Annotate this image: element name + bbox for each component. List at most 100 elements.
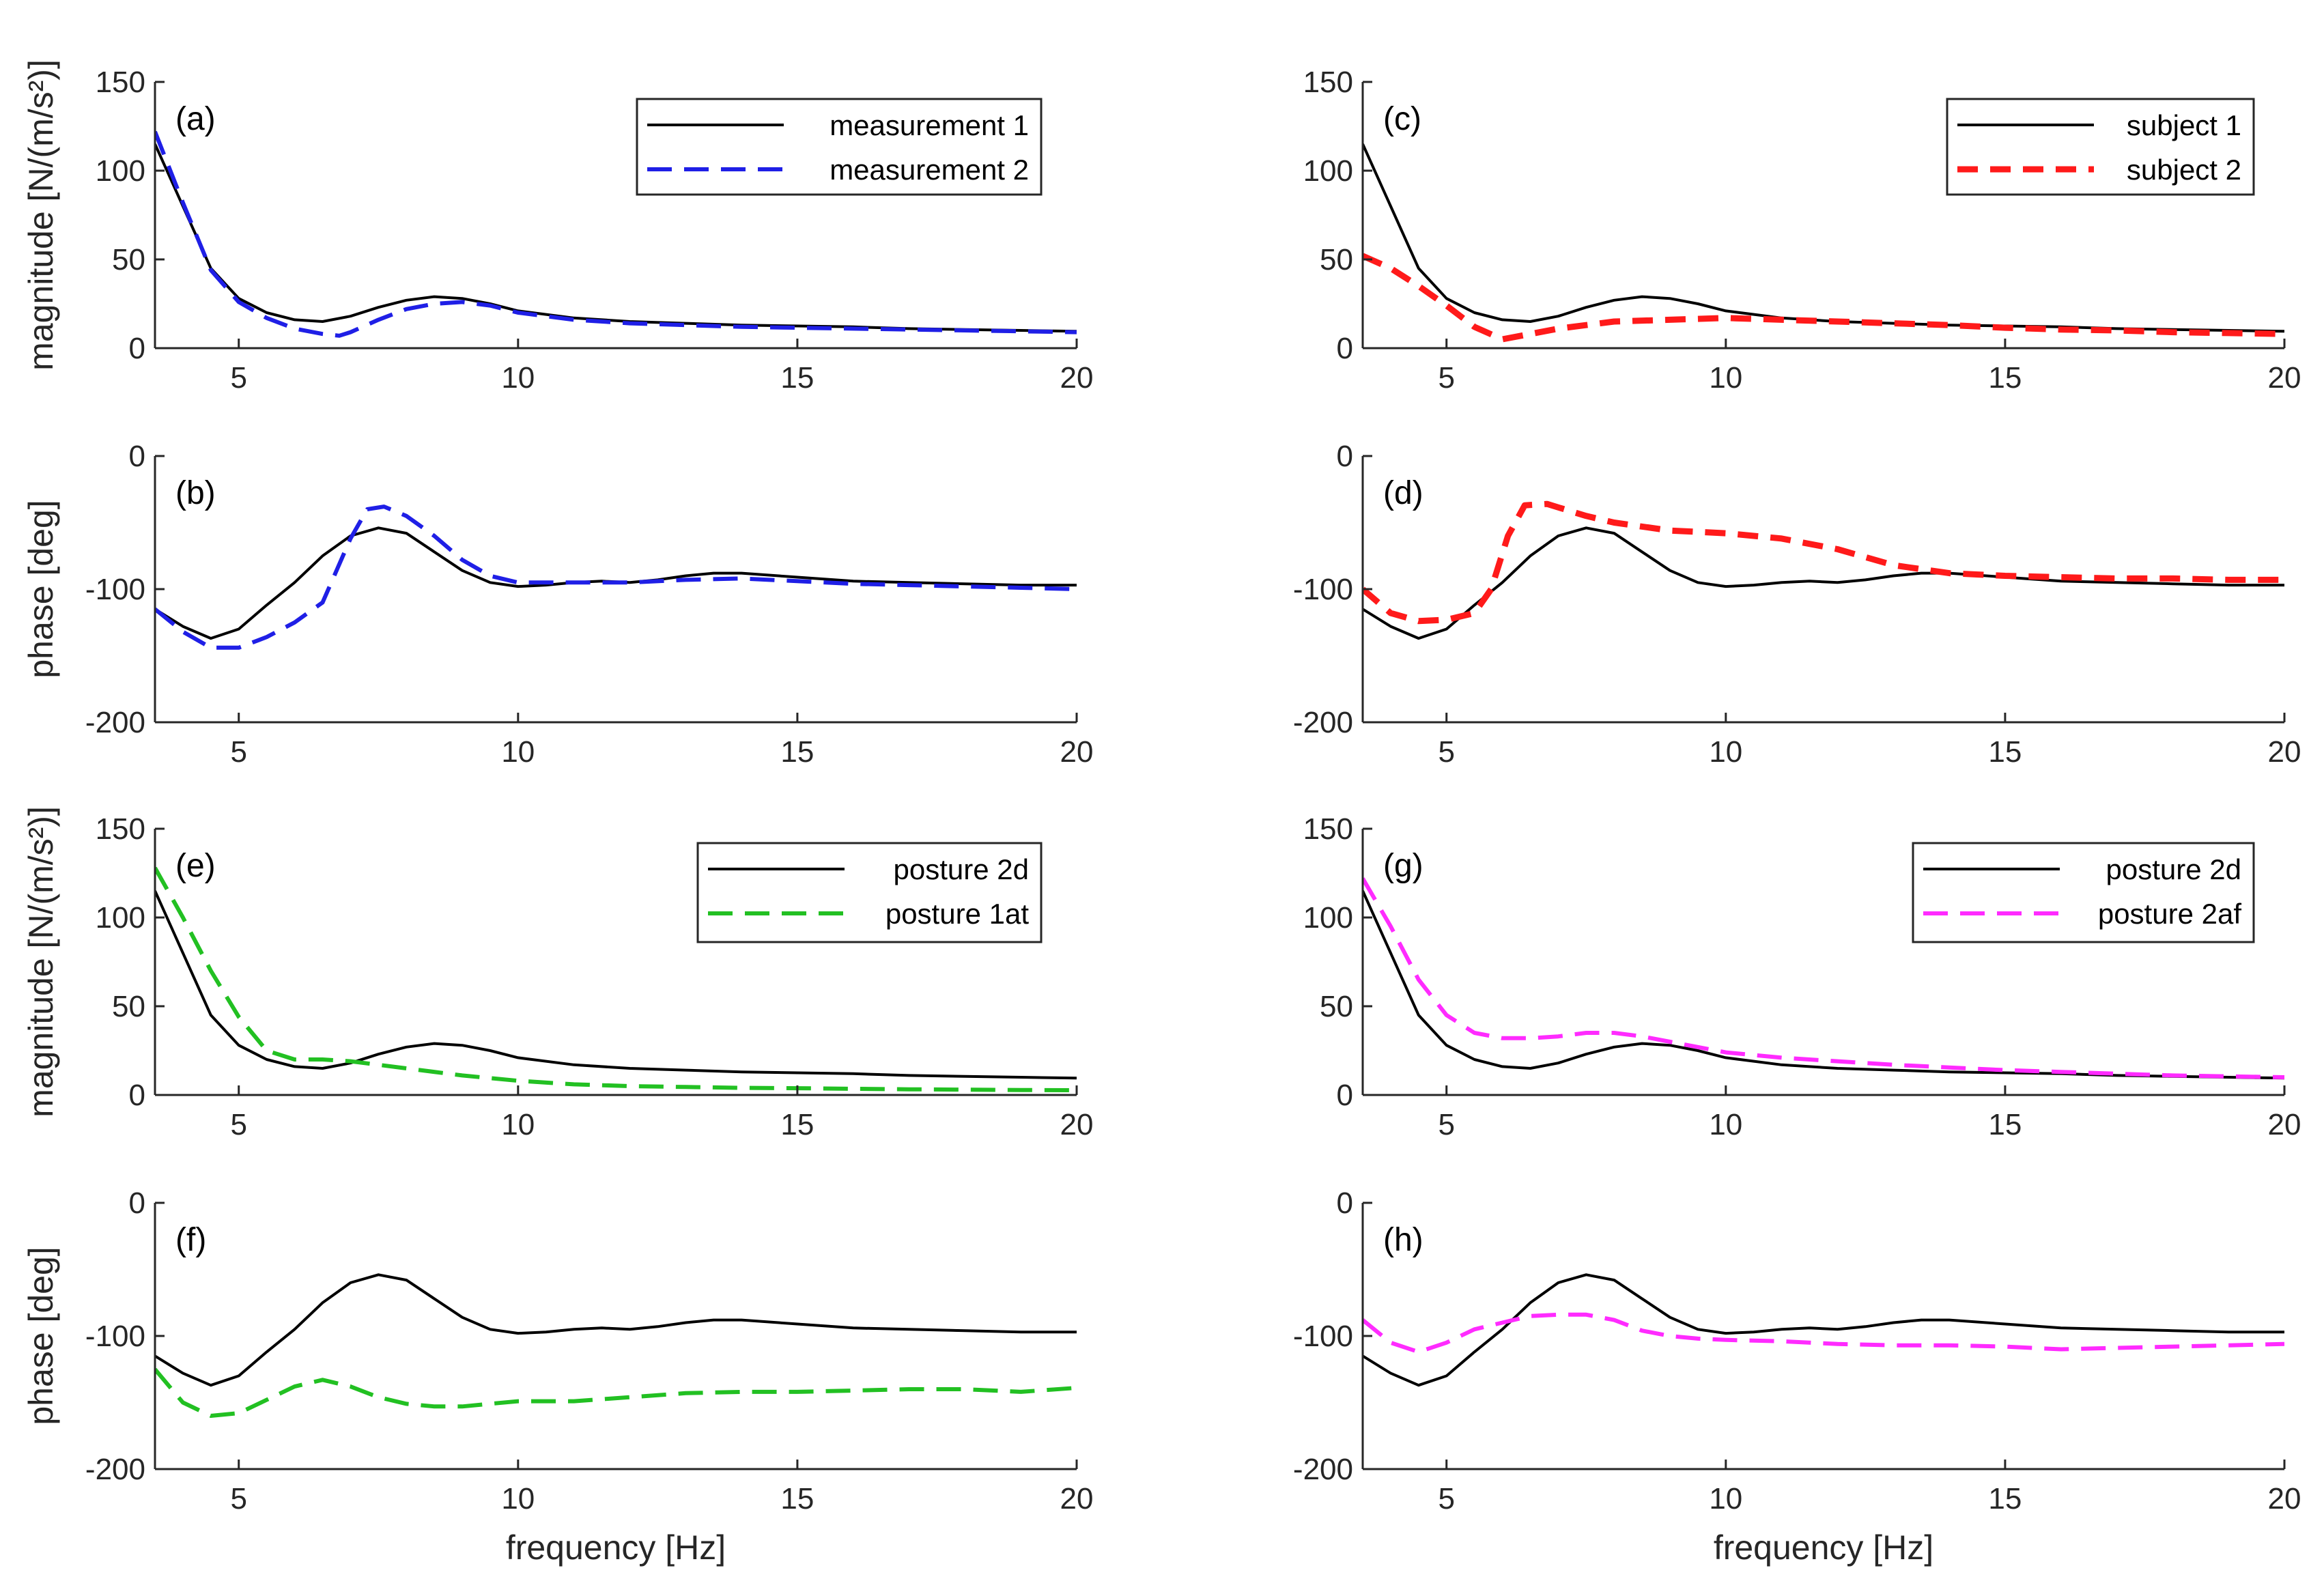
legend-entry: posture 2d <box>894 853 1029 885</box>
x-tick-label: 20 <box>2268 1108 2301 1141</box>
series-line-posture-2d <box>1363 1273 2284 1387</box>
y-tick-label: 100 <box>96 154 145 188</box>
panel-f: 5 10 15 20 -200 -100 0 (f) phase [deg] frequency … <box>22 1186 1093 1567</box>
x-axis-label: frequency [Hz] <box>1714 1528 1933 1567</box>
x-tick-label: 20 <box>1060 735 1094 769</box>
y-tick-label: 0 <box>129 1079 145 1112</box>
x-tick-label: 5 <box>1438 735 1454 769</box>
legend: posture 2d posture 1at <box>696 842 1043 943</box>
y-axis-label: magnitude [N/(m/s²)] <box>22 59 60 371</box>
y-tick-label: 100 <box>96 901 145 935</box>
y-tick-label: 150 <box>96 812 145 846</box>
x-axis-label: frequency [Hz] <box>506 1528 726 1567</box>
series-line-measurement-1 <box>155 526 1077 640</box>
x-tick-label: 20 <box>1060 361 1094 395</box>
y-tick-label: -200 <box>85 1453 145 1486</box>
panel-b: 5 10 15 20 -200 -100 0 (b) phase [deg] <box>22 440 1093 769</box>
series-line-subject-2 <box>1363 500 2284 625</box>
y-tick-label: -100 <box>85 1320 145 1353</box>
series-line-posture-1at <box>155 1367 1077 1418</box>
panel-label: (e) <box>175 848 216 884</box>
panel-label: (b) <box>175 475 216 511</box>
legend-box <box>1946 98 2255 196</box>
x-tick-label: 15 <box>780 1482 814 1515</box>
panel-label: (d) <box>1383 475 1423 511</box>
x-tick-label: 10 <box>1709 1108 1742 1141</box>
y-tick-label: 150 <box>96 66 145 99</box>
y-tick-label: -200 <box>1293 706 1353 739</box>
x-tick-label: 5 <box>1438 1482 1454 1515</box>
x-tick-label: 5 <box>230 361 246 395</box>
y-axis-label: magnitude [N/(m/s²)] <box>22 806 60 1118</box>
y-tick-label: 0 <box>1337 1186 1353 1220</box>
x-tick-label: 10 <box>501 361 535 395</box>
series-line-measurement-2 <box>155 130 1077 338</box>
series-line-posture-2d <box>155 890 1077 1080</box>
y-tick-label: 0 <box>1337 332 1353 365</box>
x-tick-label: 5 <box>230 735 246 769</box>
x-tick-label: 20 <box>2268 735 2301 769</box>
panel-e: 5 10 15 20 0 50 100 150 (e) magnitude [N/(m/s²)] p… <box>22 806 1093 1141</box>
panel-c: 5 10 15 20 0 50 100 150 (c) subject 1 subject 2 <box>1303 66 2301 395</box>
x-tick-label: 20 <box>2268 1482 2301 1515</box>
series-line-subject-2 <box>1363 253 2284 343</box>
x-tick-label: 10 <box>501 735 535 769</box>
x-tick-label: 10 <box>501 1482 535 1515</box>
y-tick-label: 150 <box>1303 812 1353 846</box>
x-tick-label: 20 <box>1060 1482 1094 1515</box>
panel-label: (f) <box>175 1222 206 1258</box>
x-tick-label: 5 <box>1438 1108 1454 1141</box>
y-tick-label: 0 <box>129 440 145 473</box>
y-tick-label: -100 <box>1293 573 1353 606</box>
legend: subject 1 subject 2 <box>1946 98 2255 196</box>
legend-entry: subject 2 <box>2127 154 2241 186</box>
series-line-posture-1at <box>155 866 1077 1092</box>
x-tick-label: 15 <box>1988 1108 2022 1141</box>
panel-label: (a) <box>175 101 216 137</box>
x-tick-label: 5 <box>230 1482 246 1515</box>
y-tick-label: 150 <box>1303 66 1353 99</box>
y-axis-label: phase [deg] <box>22 500 60 678</box>
panel-g: 5 10 15 20 0 50 100 150 (g) posture 2d posture 2af <box>1303 812 2301 1141</box>
legend: measurement 1 measurement 2 <box>636 98 1043 196</box>
x-tick-label: 15 <box>1988 1482 2022 1515</box>
legend-entry: posture 2d <box>2106 853 2241 885</box>
legend-entry: measurement 2 <box>830 154 1029 186</box>
x-tick-label: 15 <box>1988 361 2022 395</box>
y-tick-label: -200 <box>1293 1453 1353 1486</box>
legend-entry: measurement 1 <box>830 109 1029 141</box>
y-tick-label: -100 <box>1293 1320 1353 1353</box>
legend-box <box>636 98 1043 196</box>
x-tick-label: 10 <box>501 1108 535 1141</box>
y-tick-label: 0 <box>1337 1079 1353 1112</box>
x-tick-label: 10 <box>1709 1482 1742 1515</box>
panel-label: (h) <box>1383 1222 1423 1258</box>
y-tick-label: 0 <box>1337 440 1353 473</box>
series-line-posture-2af <box>1363 877 2284 1079</box>
series-line-measurement-2 <box>155 504 1077 650</box>
y-tick-label: 100 <box>1303 154 1353 188</box>
y-axis-label: phase [deg] <box>22 1247 60 1425</box>
panel-label: (c) <box>1383 101 1421 137</box>
legend-box <box>1912 842 2255 943</box>
y-tick-label: 50 <box>1320 243 1353 276</box>
x-tick-label: 20 <box>1060 1108 1094 1141</box>
y-tick-label: 0 <box>129 332 145 365</box>
legend-entry: subject 1 <box>2127 109 2241 141</box>
y-tick-label: 0 <box>129 1186 145 1220</box>
legend: posture 2d posture 2af <box>1912 842 2255 943</box>
x-tick-label: 15 <box>1988 735 2022 769</box>
legend-entry: posture 1at <box>885 898 1029 930</box>
series-line-subject-1 <box>1363 526 2284 640</box>
x-tick-label: 15 <box>780 361 814 395</box>
x-tick-label: 15 <box>780 1108 814 1141</box>
panel-d: 5 10 15 20 -200 -100 0 (d) <box>1293 440 2301 769</box>
x-tick-label: 20 <box>2268 361 2301 395</box>
y-tick-label: 50 <box>112 243 145 276</box>
x-tick-label: 5 <box>230 1108 246 1141</box>
y-tick-label: -100 <box>85 573 145 606</box>
y-tick-label: 50 <box>112 990 145 1023</box>
panel-label: (g) <box>1383 848 1423 884</box>
legend-entry: posture 2af <box>2098 898 2241 930</box>
